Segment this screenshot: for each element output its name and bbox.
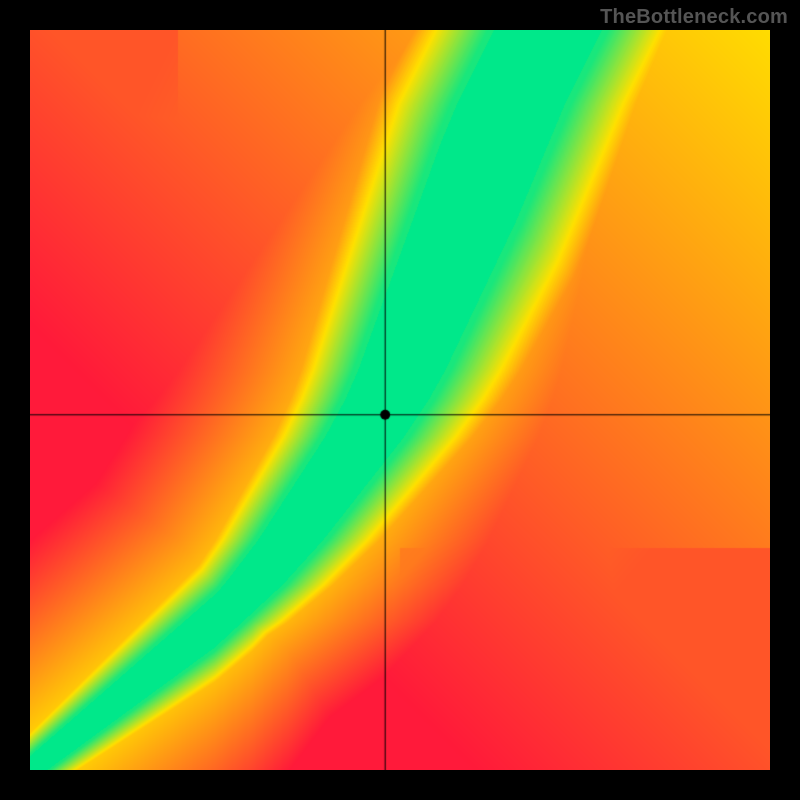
heatmap-canvas-wrap	[30, 30, 770, 770]
chart-frame: TheBottleneck.com	[0, 0, 800, 800]
heatmap-canvas	[30, 30, 770, 770]
watermark-text: TheBottleneck.com	[600, 6, 788, 29]
